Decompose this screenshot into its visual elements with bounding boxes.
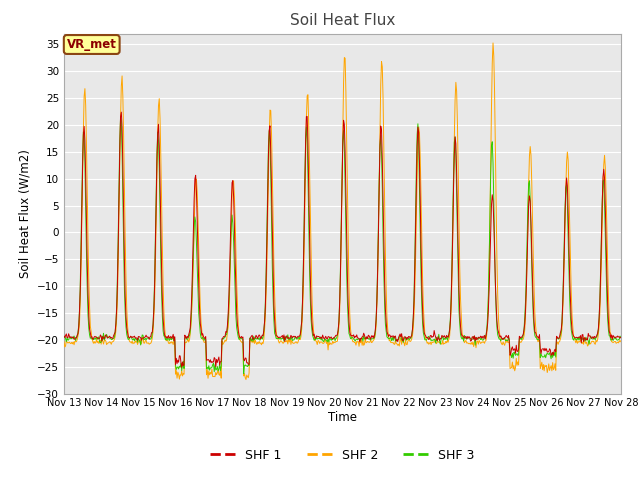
X-axis label: Time: Time [328, 411, 357, 424]
Y-axis label: Soil Heat Flux (W/m2): Soil Heat Flux (W/m2) [19, 149, 31, 278]
Text: VR_met: VR_met [67, 38, 116, 51]
Title: Soil Heat Flux: Soil Heat Flux [290, 13, 395, 28]
Legend: SHF 1, SHF 2, SHF 3: SHF 1, SHF 2, SHF 3 [205, 444, 479, 467]
